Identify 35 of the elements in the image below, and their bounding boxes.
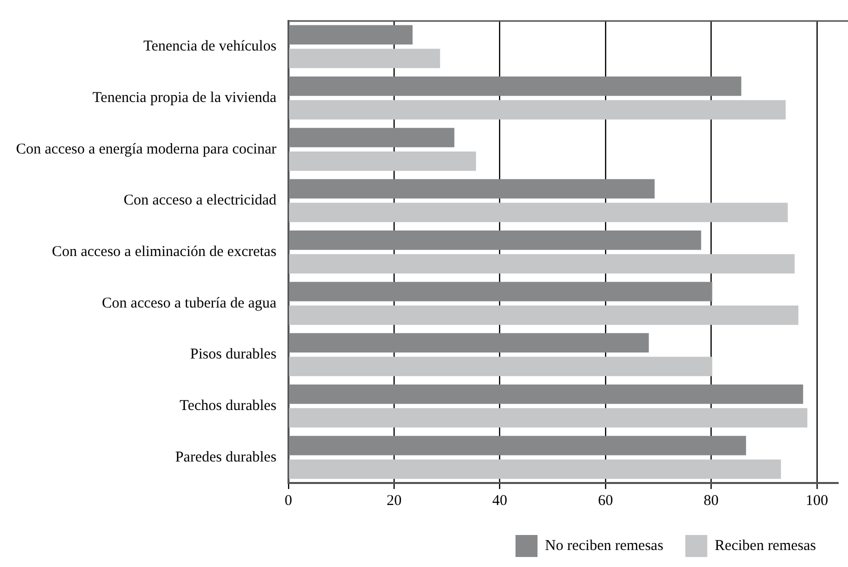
bar [289, 305, 798, 325]
bar [289, 384, 804, 404]
bar [289, 408, 808, 428]
bar [289, 230, 702, 250]
y-tick-label: Tenencia de vehículos [143, 38, 277, 55]
x-tick-label: 20 [386, 492, 402, 509]
x-tick-label: 0 [284, 492, 292, 509]
y-tick-label: Techos durables [180, 398, 277, 414]
bar [289, 436, 746, 456]
legend-label: Reciben remesas [714, 538, 816, 554]
bar [289, 179, 655, 199]
bar [289, 48, 440, 68]
bar [289, 356, 712, 376]
bar [289, 282, 712, 302]
y-tick-label: Con acceso a electricidad [124, 192, 277, 209]
x-tick-label: 80 [704, 492, 719, 509]
y-tick-label: Con acceso a eliminación de excretas [52, 244, 277, 260]
y-tick-label: Con acceso a energía moderna para cocinar [16, 141, 276, 158]
bar [289, 254, 795, 274]
y-tick-label: Pisos durables [190, 346, 277, 363]
y-tick-label: Tenencia propia de la vivienda [92, 90, 277, 106]
legend-label: No reciben remesas [545, 538, 664, 554]
bar [289, 25, 413, 45]
x-tick-label: 100 [806, 492, 828, 509]
bar [289, 151, 476, 171]
bar [289, 100, 786, 120]
bar [289, 459, 781, 479]
y-tick-label: Paredes durables [175, 449, 277, 466]
y-tick-label: Con acceso a tubería de agua [102, 295, 277, 312]
bar [289, 128, 454, 148]
bar [289, 76, 742, 96]
x-tick-label: 40 [492, 492, 508, 509]
x-tick-label: 60 [598, 492, 613, 509]
bar [289, 202, 788, 222]
bar [289, 333, 649, 353]
